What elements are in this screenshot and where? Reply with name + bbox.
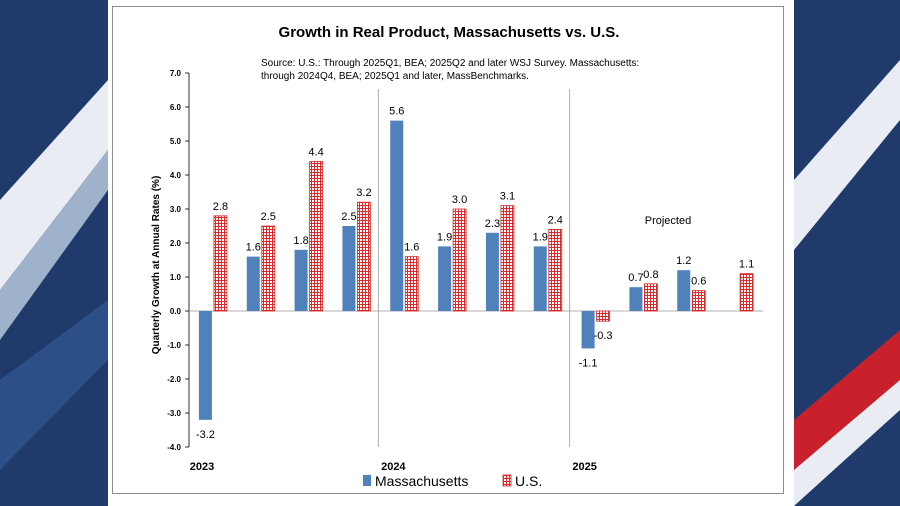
background-left-stripes [0,0,108,506]
year-label: 2025 [572,461,596,473]
label-us: 0.6 [691,276,706,288]
bar-us [357,201,371,312]
y-tick-label: -1.0 [167,341,181,350]
bar-massachusetts [629,287,643,311]
label-us: 1.6 [404,242,419,254]
label-us: 2.4 [548,214,563,226]
bar-us [213,215,228,312]
label-massachusetts: 1.9 [533,231,548,243]
bar-us [500,205,515,312]
bar-us [691,290,706,312]
chart-title: Growth in Real Product, Massachusetts vs… [279,24,620,41]
label-us: 0.8 [643,269,658,281]
label-massachusetts: -3.2 [196,429,215,441]
label-us: 2.8 [213,201,228,213]
legend: Massachusetts U.S. [363,473,542,489]
label-us: -0.3 [594,330,613,342]
y-tick-label: -4.0 [167,443,181,452]
y-axis-label: Quarterly Growth at Annual Rates (%) [151,176,162,355]
legend-swatch-us [502,474,512,487]
bar-us [452,208,467,312]
label-massachusetts: 1.2 [676,255,691,267]
y-tick-label: 6.0 [170,103,182,112]
bar-massachusetts [294,249,308,311]
label-massachusetts: 1.9 [437,231,452,243]
y-tick-label: 0.0 [170,307,182,316]
label-us: 2.5 [261,211,276,223]
bar-massachusetts [246,256,260,311]
legend-swatch-massachusetts [363,475,371,486]
label-massachusetts: -1.1 [579,357,598,369]
background-right-stripes [794,0,900,506]
bar-massachusetts [581,311,595,349]
label-massachusetts: 1.6 [246,242,261,254]
label-massachusetts: 0.7 [628,272,643,284]
label-us: 1.1 [739,259,754,271]
chart-card: Growth in Real Product, Massachusetts vs… [108,0,794,506]
bar-massachusetts [390,120,404,311]
year-label: 2024 [381,461,406,473]
bar-us [404,256,419,312]
y-tick-label: -3.0 [167,409,181,418]
bar-us [309,160,323,312]
bar-us [596,310,610,322]
y-tick-label: 7.0 [170,69,182,78]
label-us: 3.1 [500,191,515,203]
source-line-2: through 2024Q4, BEA; 2025Q1 and later, M… [261,71,529,82]
label-massachusetts: 1.8 [293,235,308,247]
bar-massachusetts [677,270,691,311]
y-tick-label: 3.0 [170,205,182,214]
label-massachusetts: 2.3 [485,218,500,230]
bar-massachusetts [485,232,499,311]
projected-annotation: Projected [645,215,691,227]
label-massachusetts: 2.5 [341,211,356,223]
label-us: 3.0 [452,194,467,206]
y-tick-label: -2.0 [167,375,181,384]
bar-us [548,228,563,312]
label-us: 4.4 [308,146,323,158]
label-massachusetts: 5.6 [389,106,404,118]
y-tick-label: 5.0 [170,137,182,146]
y-tick-label: 4.0 [170,171,182,180]
bar-us [261,225,276,312]
growth-chart: Growth in Real Product, Massachusetts vs… [151,24,763,489]
bar-massachusetts [438,246,452,311]
label-us: 3.2 [356,187,371,199]
legend-label-massachusetts: Massachusetts [375,473,468,489]
year-label: 2023 [190,461,214,473]
y-tick-label: 1.0 [170,273,182,282]
bar-us [739,273,754,312]
y-tick-label: 2.0 [170,239,182,248]
bar-massachusetts [533,246,547,311]
bar-massachusetts [198,311,212,420]
bar-massachusetts [342,226,356,311]
bar-us [644,283,658,312]
legend-label-us: U.S. [515,473,542,489]
source-line-1: Source: U.S.: Through 2025Q1, BEA; 2025Q… [261,58,639,69]
chart-frame: Growth in Real Product, Massachusetts vs… [112,6,784,494]
